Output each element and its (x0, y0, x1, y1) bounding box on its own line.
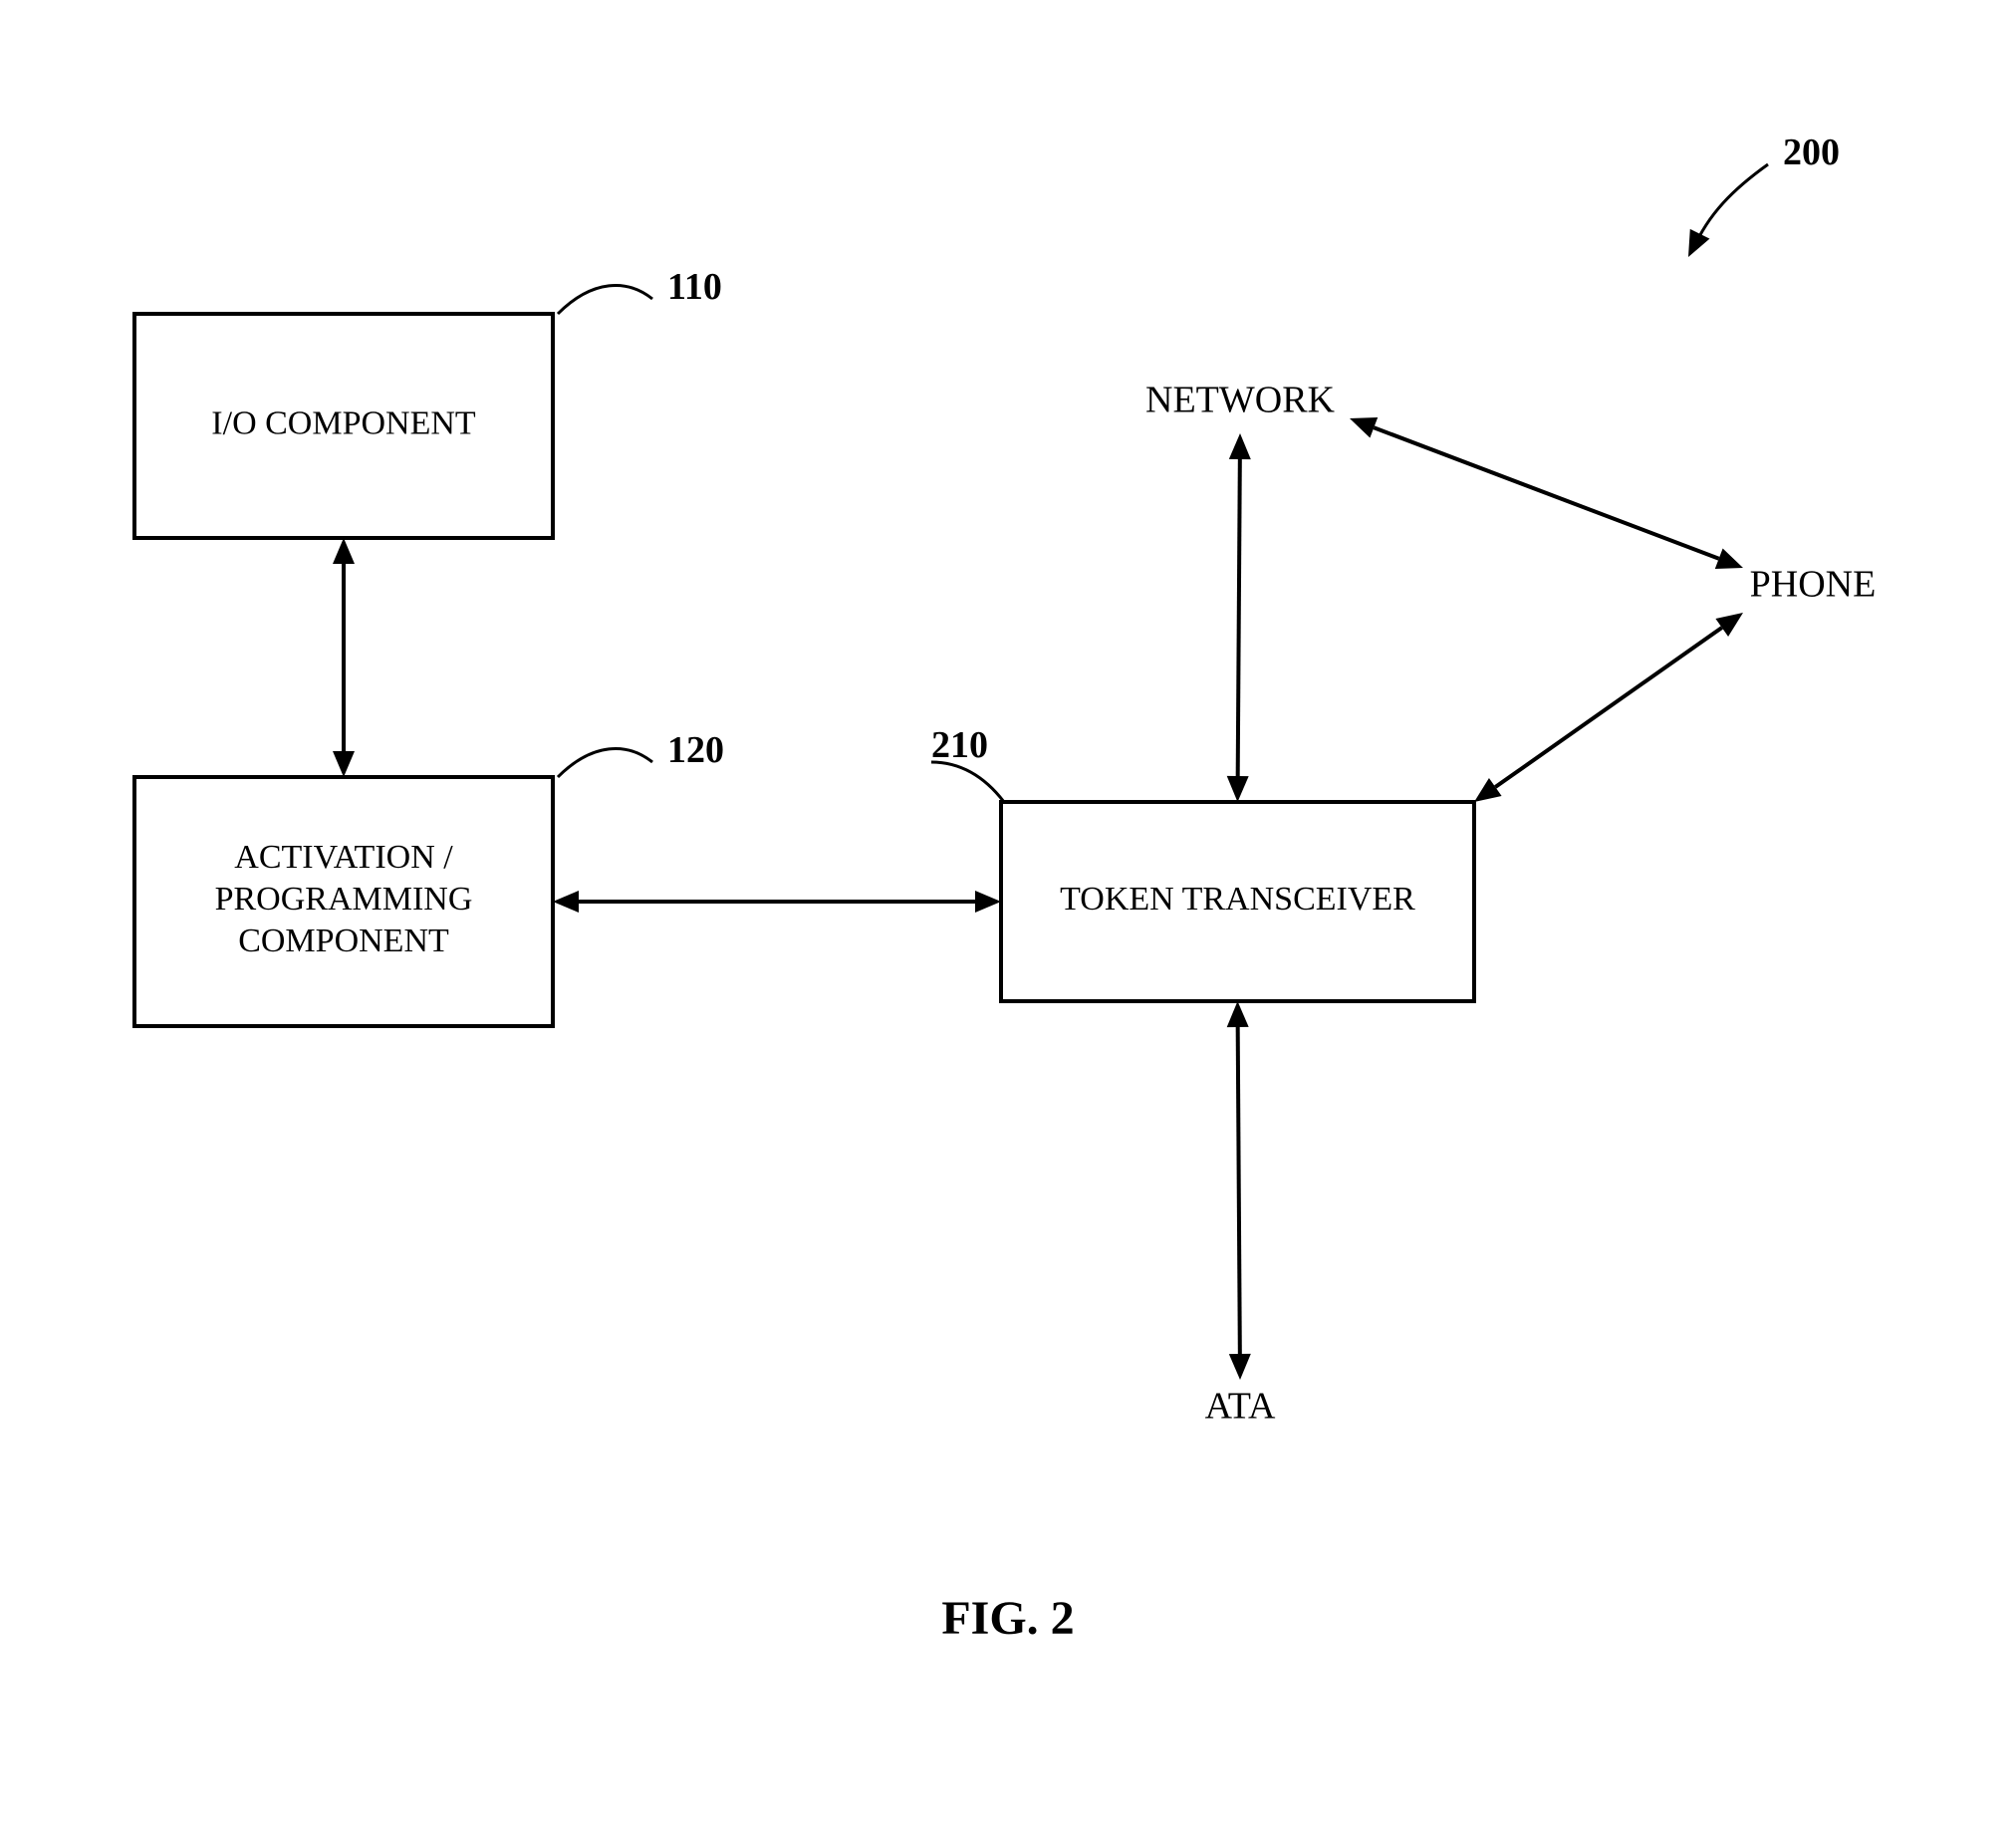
edge-network-phone (1374, 427, 1718, 559)
box-activation-component-label: ACTIVATION / (234, 839, 453, 876)
figure-caption: FIG. 2 (941, 1592, 1074, 1645)
label-network: NETWORK (1145, 380, 1336, 421)
box-activation-component-label: PROGRAMMING (215, 881, 473, 918)
arrowhead (1229, 433, 1251, 459)
ref-210-ref: 210 (931, 724, 988, 766)
edge-token-network (1238, 459, 1240, 776)
ref-120-ref: 120 (667, 729, 724, 771)
ref-110-leader (558, 285, 652, 314)
arrowhead (1350, 417, 1378, 438)
label-ata: ATA (1205, 1386, 1276, 1428)
box-token-transceiver-label: TOKEN TRANSCEIVER (1060, 881, 1415, 918)
label-phone: PHONE (1750, 564, 1877, 606)
arrowhead (975, 891, 1001, 913)
edge-token-phone (1495, 628, 1721, 787)
arrowhead (333, 538, 355, 564)
arrowhead (1229, 1354, 1251, 1380)
box-activation-component-label: COMPONENT (238, 923, 449, 959)
ref-120-leader (558, 748, 652, 777)
ref-200: 200 (1783, 132, 1840, 173)
box-io-component-label: I/O COMPONENT (211, 404, 476, 441)
ref-210-leader (931, 762, 1004, 802)
arrowhead (1474, 778, 1502, 802)
ref-110-ref: 110 (667, 266, 722, 308)
edge-token-ata (1238, 1027, 1240, 1354)
arrowhead (1715, 613, 1743, 637)
arrowhead (1227, 776, 1249, 802)
arrowhead (1688, 229, 1709, 257)
arrowhead (333, 751, 355, 777)
arrowhead (553, 891, 579, 913)
arrowhead (1715, 548, 1743, 569)
figure-canvas: I/O COMPONENT ACTIVATION / PROGRAMMING COMP… (0, 0, 2016, 1847)
arrowhead (1227, 1001, 1249, 1027)
